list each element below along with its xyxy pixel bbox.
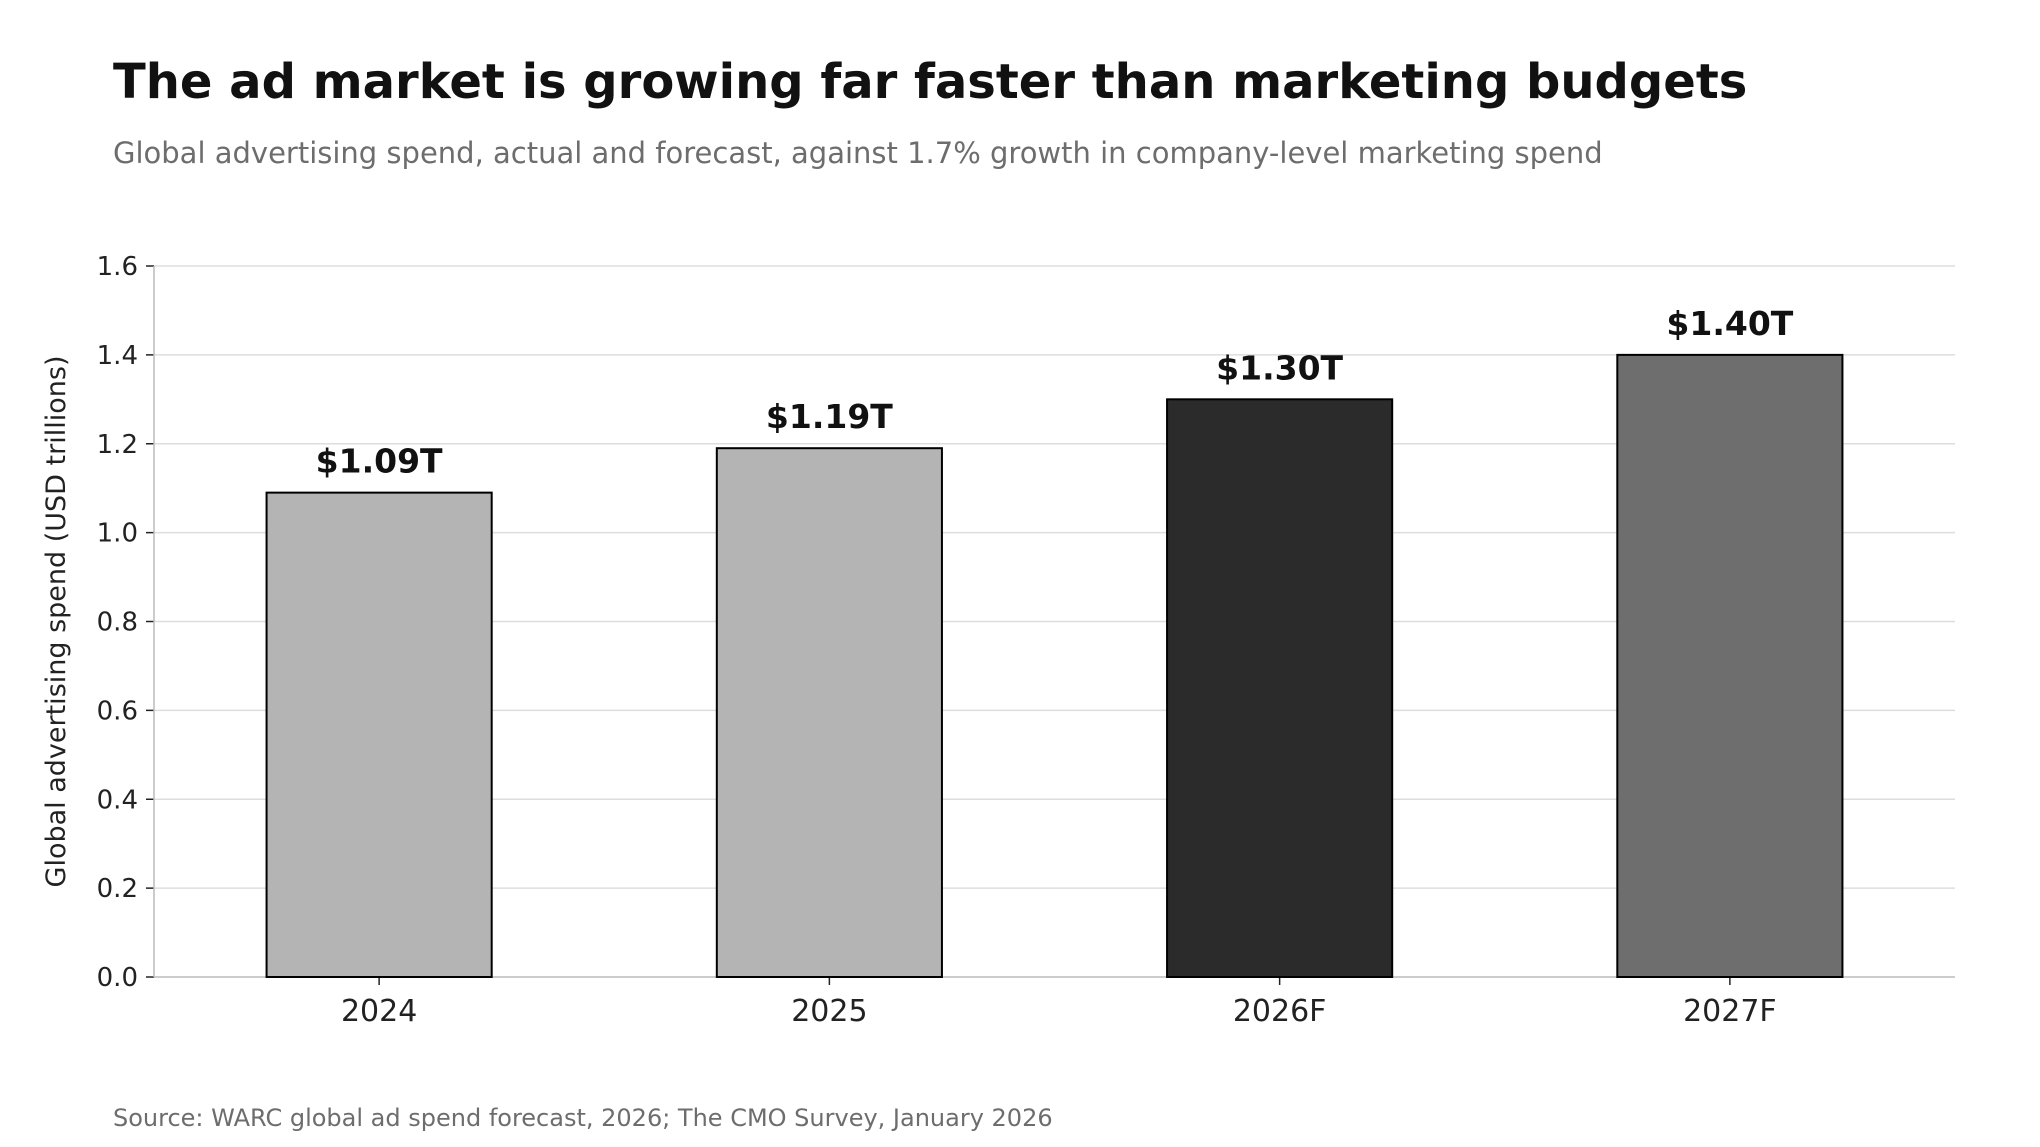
bar-2025 — [715, 447, 943, 979]
y-tick-label: 1.0 — [97, 519, 138, 549]
data-label: $1.09T — [316, 442, 443, 481]
y-tick-label: 1.2 — [97, 430, 138, 460]
bar-2027f — [1616, 353, 1844, 978]
chart-title: The ad market is growing far faster than… — [113, 54, 1748, 110]
bar-2026f — [1166, 398, 1394, 978]
x-tick-label: 2025 — [791, 994, 867, 1029]
x-tick-label: 2027F — [1683, 994, 1777, 1029]
source-note: Source: WARC global ad spend forecast, 2… — [113, 1104, 1053, 1132]
y-tick-label: 0.0 — [97, 963, 138, 993]
y-tick-label: 0.8 — [97, 608, 138, 638]
data-label: $1.19T — [766, 397, 893, 436]
data-labels: $1.09T $1.19T $1.30T $1.40T — [316, 304, 1794, 481]
y-tick-label: 1.4 — [97, 341, 138, 371]
y-tick-label: 0.6 — [97, 696, 138, 726]
y-tick-label: 0.2 — [97, 874, 138, 904]
x-tick-label: 2026F — [1233, 994, 1327, 1029]
y-axis-title: Global advertising spend (USD trillions) — [41, 356, 72, 888]
axes: 0.0 0.2 0.4 0.6 0.8 1.0 1.2 1.4 1.6 2024 2025 2026F… — [97, 252, 1955, 1029]
data-label: $1.40T — [1666, 304, 1793, 343]
data-label: $1.30T — [1216, 348, 1343, 387]
x-tick-label: 2024 — [341, 994, 417, 1029]
bars — [265, 353, 1844, 979]
bar-2024 — [265, 491, 493, 978]
y-tick-label: 1.6 — [97, 252, 138, 282]
y-tick-label: 0.4 — [97, 785, 138, 815]
chart-subtitle: Global advertising spend, actual and for… — [113, 136, 1603, 170]
